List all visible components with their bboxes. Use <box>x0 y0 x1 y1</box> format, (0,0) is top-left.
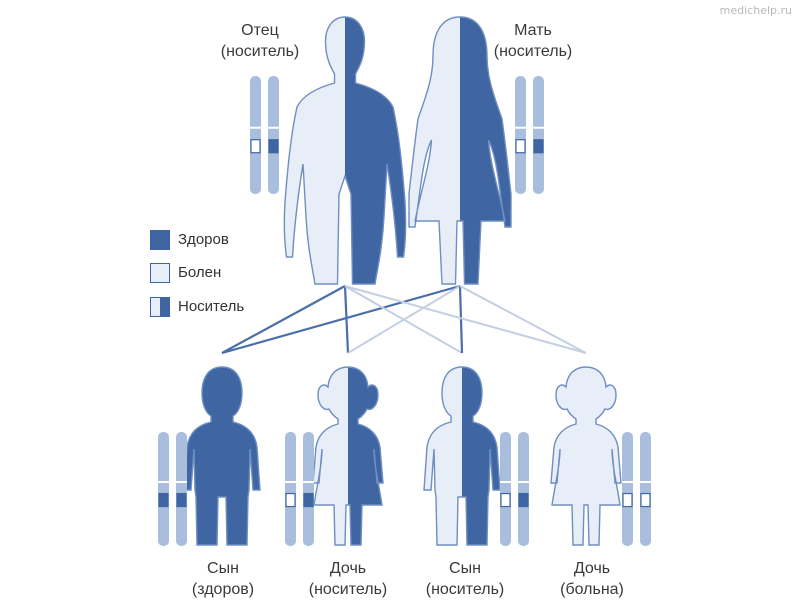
child-status: (здоров) <box>191 581 255 598</box>
inheritance-line <box>221 284 461 355</box>
father-label: Отец (носитель) <box>195 20 325 62</box>
watermark: medichelp.ru <box>719 4 792 17</box>
gene-marker <box>158 492 169 508</box>
legend-label: Здоров <box>178 231 229 248</box>
child-name: Дочь <box>573 560 611 577</box>
inheritance-line <box>459 285 587 354</box>
child-name: Дочь <box>329 560 367 577</box>
child-figure-1 <box>183 366 261 546</box>
child-name: Сын <box>449 560 481 577</box>
gene-marker <box>268 139 279 154</box>
child-figure-2 <box>312 366 384 546</box>
gene-marker <box>500 492 511 508</box>
chromosome <box>176 432 187 546</box>
gene-marker <box>176 492 187 508</box>
chromosome <box>250 76 261 194</box>
child-figure-3 <box>423 366 501 546</box>
gene-marker <box>515 139 526 154</box>
father-name: Отец <box>241 22 279 39</box>
gene-marker <box>250 139 261 154</box>
child-chromosomes-1 <box>158 432 187 546</box>
chromosome <box>158 432 169 546</box>
chromosome <box>533 76 544 194</box>
child-name: Сын <box>207 560 239 577</box>
gene-marker <box>303 492 314 508</box>
child-label-1: Сын (здоров) <box>158 558 288 600</box>
gene-marker <box>622 492 633 508</box>
inheritance-line <box>221 285 346 354</box>
chromosome <box>515 76 526 194</box>
chromosome <box>303 432 314 546</box>
child-status: (носитель) <box>308 581 388 598</box>
mother-name: Мать <box>514 22 552 39</box>
father-status: (носитель) <box>220 43 300 60</box>
legend-label: Носитель <box>178 298 245 315</box>
child-label-4: Дочь (больна) <box>527 558 657 600</box>
child-chromosomes-4 <box>622 432 651 546</box>
inheritance-line <box>344 285 463 354</box>
child-status: (носитель) <box>425 581 505 598</box>
gene-marker <box>285 492 296 508</box>
child-chromosomes-3 <box>500 432 529 546</box>
chromosome <box>285 432 296 546</box>
child-chromosomes-2 <box>285 432 314 546</box>
child-status: (больна) <box>560 581 624 598</box>
mother-status: (носитель) <box>493 43 573 60</box>
mother-label: Мать (носитель) <box>468 20 598 62</box>
legend-swatch-dark <box>150 230 170 250</box>
child-figure-4 <box>550 366 622 546</box>
gene-marker <box>533 139 544 154</box>
chromosome <box>622 432 633 546</box>
legend-swatch-light <box>150 263 170 283</box>
inheritance-line <box>458 285 464 354</box>
inheritance-line <box>344 285 587 354</box>
gene-marker <box>640 492 651 508</box>
father-chromosomes <box>250 76 279 194</box>
legend-swatch-half <box>150 297 170 317</box>
chromosome <box>500 432 511 546</box>
legend-label: Болен <box>178 264 222 281</box>
mother-chromosomes <box>515 76 544 194</box>
chromosome <box>518 432 529 546</box>
child-label-2: Дочь (носитель) <box>283 558 413 600</box>
gene-marker <box>518 492 529 508</box>
chromosome <box>640 432 651 546</box>
inheritance-line <box>343 285 350 354</box>
chromosome <box>268 76 279 194</box>
child-label-3: Сын (носитель) <box>400 558 530 600</box>
